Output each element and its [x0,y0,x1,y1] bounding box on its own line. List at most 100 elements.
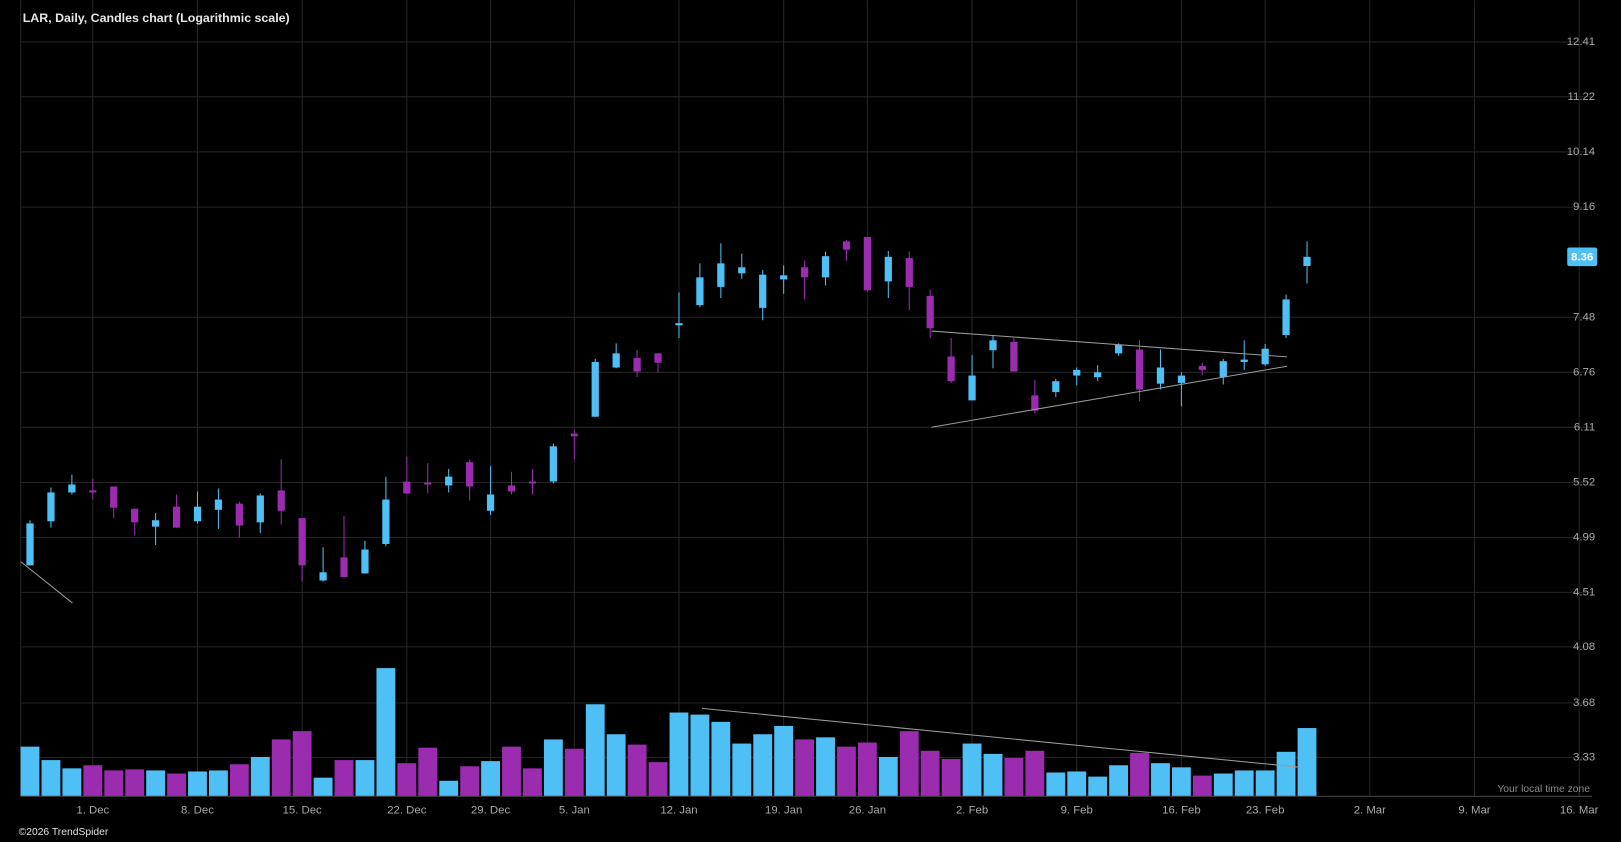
volume-bar [20,746,40,797]
y-tick-label: 4.08 [1573,641,1595,653]
x-tick-label: 16. Feb [1162,805,1201,817]
candle-body [717,263,725,287]
candle-body [821,256,830,278]
volume-bar [1192,775,1212,797]
volume-bar [962,743,982,797]
volume-bar [543,739,563,797]
volume-bar [104,770,124,797]
x-tick-label: 22. Dec [387,805,426,817]
timezone-label: Your local time zone [1497,784,1590,795]
volume-bar [62,768,82,797]
trend-line [931,330,1288,358]
candle-body [1303,256,1311,266]
candle-body [486,494,495,511]
candle-body [926,295,934,329]
volume-bar [167,773,186,797]
x-tick-label: 29. Dec [471,805,510,817]
volume-bar [439,780,459,797]
x-tick-label: 5. Jan [559,805,590,817]
volume-bar [564,748,584,797]
candle-body [612,353,620,368]
labels: 3.33 3.68 4.08 4.51 4.99 5.52 6.11 6.76 7.48 9.16… [76,36,1598,817]
candle-body [633,358,641,372]
volume-bar [271,739,291,797]
volume-bar [313,777,333,797]
candle-body [340,557,348,577]
volume-bar [460,766,480,797]
candle-body [675,323,683,326]
candle-body [1240,359,1248,362]
y-tick-label: 11.22 [1568,91,1596,103]
y-tick-label: 4.99 [1573,531,1595,543]
candle-body [361,549,369,574]
candle-body [466,462,474,487]
candle-body [256,495,264,523]
volume-bar [795,739,815,797]
volume-bar [1234,770,1254,797]
candle-body [528,481,537,484]
volume-bar [523,768,542,797]
volume-bar [1130,752,1149,797]
candle-body [1219,361,1227,378]
candle-body [759,274,767,308]
volume-bar [292,731,312,797]
y-tick-label: 5.52 [1573,477,1595,489]
volume-pane [20,668,1317,797]
trend-line [20,561,73,604]
volume-bar [606,734,626,797]
volume-bar [732,743,752,797]
price-label-box [1567,247,1598,267]
y-tick-label: 4.51 [1573,586,1595,598]
candle-body [403,481,411,494]
volume-bar [1046,772,1066,797]
candle-body [1135,349,1144,390]
candle-body [1261,348,1269,365]
x-tick-label: 16. Mar [1560,805,1599,817]
y-tick-label: 3.68 [1573,697,1595,709]
candle-body [570,433,578,437]
volume-bar [690,714,710,797]
copyright: ©2026 TrendSpider [19,827,109,838]
x-tick-label: 1. Dec [76,805,109,817]
candle-body [989,340,997,351]
volume-bar [250,756,270,797]
candle-body [507,485,516,492]
candle-body [172,506,181,528]
volume-bar [334,760,354,797]
volume-bar [1067,771,1087,797]
candle-body [1073,369,1081,376]
candle-body [696,277,704,306]
candle-body [68,484,76,493]
candle-body [110,486,118,508]
price-label: 8.36 [1571,251,1593,263]
trend-line [931,365,1288,428]
volume-bar [1025,750,1045,797]
y-tick-label: 7.48 [1573,311,1595,323]
volume-bar [837,746,856,797]
candle-body [1282,299,1290,336]
x-tick-label: 2. Mar [1354,805,1386,817]
x-tick-label: 8. Dec [181,805,214,817]
candle-body [445,476,453,486]
volume-bar [1088,776,1108,797]
candle-body [424,482,432,485]
x-tick-label: 12. Jan [660,805,697,817]
volume-bar [899,731,919,797]
volume-bar [188,771,207,797]
candle-body [738,267,746,274]
volume-bar [669,712,689,797]
volume-bar [83,765,103,797]
candle-body [319,572,327,581]
y-tick-label: 9.16 [1573,201,1595,213]
volume-bar [774,725,794,797]
x-tick-label: 9. Feb [1061,805,1093,817]
volume-bar [229,764,249,797]
candle-body [1052,381,1060,392]
chart-title: LAR, Daily, Candles chart (Logarithmic s… [23,11,290,25]
volume-bar [1004,758,1024,797]
volume-bar [585,704,605,797]
volume-bar [941,759,961,797]
volume-bar [1213,773,1233,797]
